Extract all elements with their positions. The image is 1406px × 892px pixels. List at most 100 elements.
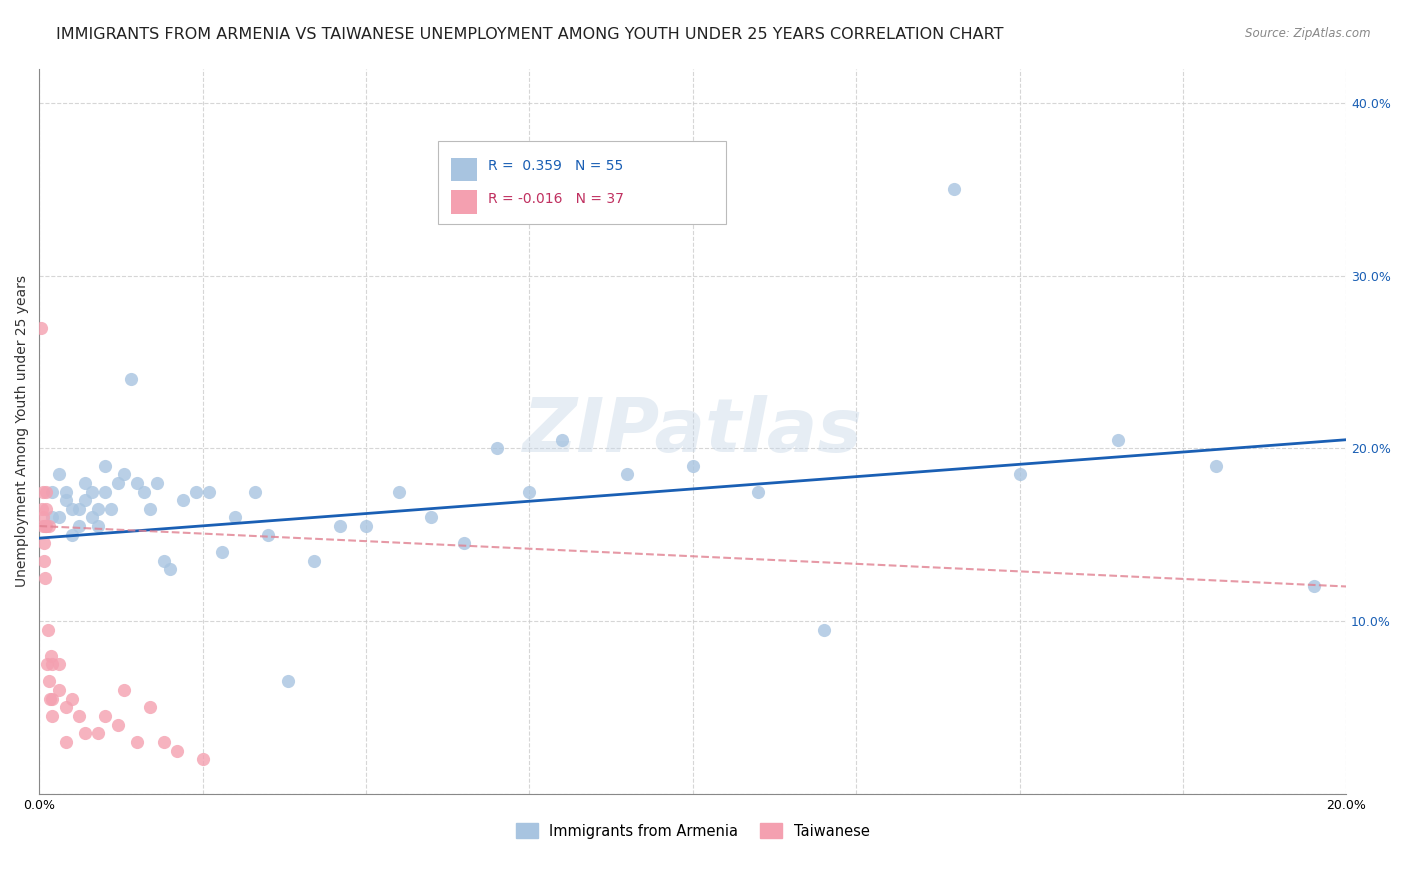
Text: R = -0.016   N = 37: R = -0.016 N = 37 — [488, 192, 623, 206]
Point — [107, 717, 129, 731]
Point — [87, 501, 110, 516]
Point — [120, 372, 142, 386]
Point — [80, 484, 103, 499]
Point — [224, 510, 246, 524]
Point — [31, 484, 53, 499]
Point — [35, 484, 58, 499]
Point — [166, 743, 188, 757]
Point — [519, 484, 541, 499]
Point — [31, 501, 53, 516]
Point — [186, 484, 208, 499]
Point — [420, 510, 443, 524]
Point — [329, 519, 352, 533]
Point — [94, 458, 117, 473]
Point — [38, 674, 60, 689]
Point — [35, 519, 58, 533]
Point — [37, 623, 59, 637]
Point — [55, 735, 77, 749]
Point — [146, 475, 169, 490]
Point — [132, 484, 155, 499]
Point — [354, 519, 377, 533]
Text: R =  0.359   N = 55: R = 0.359 N = 55 — [488, 160, 623, 173]
Point — [38, 519, 60, 533]
Point — [32, 510, 55, 524]
Point — [38, 691, 60, 706]
Point — [551, 433, 574, 447]
Point — [112, 467, 135, 482]
Point — [191, 752, 214, 766]
Point — [35, 501, 58, 516]
Point — [67, 519, 90, 533]
Point — [48, 657, 70, 672]
Point — [60, 501, 83, 516]
Point — [75, 726, 97, 740]
Point — [813, 623, 835, 637]
Point — [1205, 458, 1227, 473]
FancyBboxPatch shape — [439, 141, 725, 225]
Point — [277, 674, 299, 689]
Point — [747, 484, 769, 499]
Point — [943, 182, 966, 196]
Point — [127, 735, 149, 749]
Point — [87, 726, 110, 740]
Point — [55, 484, 77, 499]
Point — [1302, 579, 1324, 593]
Point — [152, 553, 174, 567]
Point — [107, 475, 129, 490]
Point — [34, 519, 56, 533]
Point — [41, 691, 63, 706]
Point — [388, 484, 411, 499]
Point — [112, 683, 135, 698]
Point — [60, 691, 83, 706]
Point — [67, 501, 90, 516]
Point — [139, 501, 162, 516]
Point — [39, 648, 62, 663]
Point — [41, 709, 63, 723]
Point — [75, 493, 97, 508]
Point — [34, 571, 56, 585]
Point — [55, 493, 77, 508]
Point — [94, 709, 117, 723]
Point — [41, 657, 63, 672]
Point — [100, 501, 122, 516]
Point — [198, 484, 221, 499]
FancyBboxPatch shape — [451, 158, 477, 181]
Point — [41, 510, 63, 524]
Point — [1008, 467, 1031, 482]
Point — [48, 683, 70, 698]
Point — [152, 735, 174, 749]
Point — [35, 519, 58, 533]
Point — [243, 484, 266, 499]
Text: IMMIGRANTS FROM ARMENIA VS TAIWANESE UNEMPLOYMENT AMONG YOUTH UNDER 25 YEARS COR: IMMIGRANTS FROM ARMENIA VS TAIWANESE UNE… — [56, 27, 1004, 42]
Point — [37, 657, 59, 672]
Point — [1107, 433, 1129, 447]
Point — [453, 536, 475, 550]
Point — [75, 475, 97, 490]
Point — [80, 510, 103, 524]
Point — [32, 536, 55, 550]
Point — [682, 458, 704, 473]
Point — [302, 553, 325, 567]
Point — [94, 484, 117, 499]
Text: Source: ZipAtlas.com: Source: ZipAtlas.com — [1246, 27, 1371, 40]
Point — [60, 527, 83, 541]
Y-axis label: Unemployment Among Youth under 25 years: Unemployment Among Youth under 25 years — [15, 275, 30, 587]
Point — [48, 510, 70, 524]
Point — [139, 700, 162, 714]
Point — [41, 484, 63, 499]
Text: ZIPatlas: ZIPatlas — [523, 394, 863, 467]
Point — [485, 442, 508, 456]
FancyBboxPatch shape — [451, 190, 477, 213]
Point — [32, 553, 55, 567]
Point — [48, 467, 70, 482]
Point — [257, 527, 280, 541]
Point — [127, 475, 149, 490]
Point — [211, 545, 233, 559]
Point — [55, 700, 77, 714]
Point — [159, 562, 181, 576]
Point — [87, 519, 110, 533]
Point — [30, 320, 52, 334]
Point — [67, 709, 90, 723]
Legend: Immigrants from Armenia, Taiwanese: Immigrants from Armenia, Taiwanese — [510, 817, 876, 845]
Point — [172, 493, 194, 508]
